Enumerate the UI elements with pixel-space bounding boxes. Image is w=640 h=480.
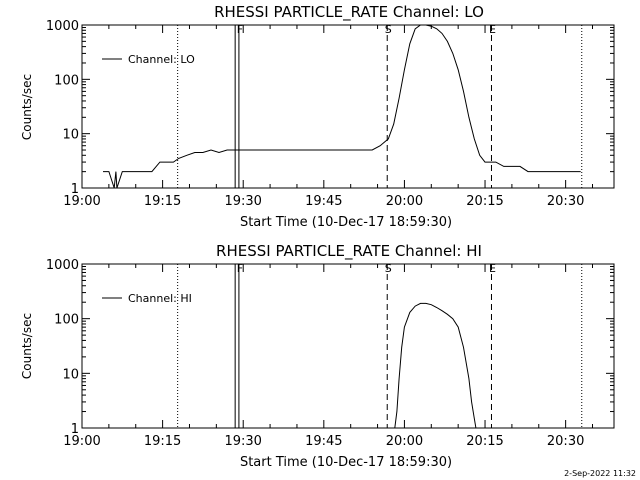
y-tick-label: 100	[54, 313, 79, 328]
y-ticks-hi: 1 10 100 1000	[46, 258, 614, 437]
x-tick-label: 20:15	[466, 434, 503, 449]
y-tick-label: 1000	[46, 258, 79, 273]
x-tick-label: 19:00	[63, 194, 100, 209]
x-tick-label: 20:30	[547, 194, 584, 209]
legend-label-hi: Channel: HI	[128, 292, 192, 305]
x-tick-label: 19:45	[305, 194, 342, 209]
y-tick-label: 1000	[46, 19, 79, 34]
series-lo	[103, 25, 581, 188]
plot-frame-lo	[81, 24, 615, 189]
y-axis-label-hi: Counts/sec	[20, 313, 34, 379]
x-ticks-hi: 19:00 19:15 19:30 19:45 20:00 20:15 20:30	[63, 264, 594, 449]
marker-label: E	[489, 262, 496, 275]
legend-hi: Channel: HI	[102, 292, 192, 305]
x-axis-label-hi: Start Time (10-Dec-17 18:59:30)	[240, 455, 452, 470]
chart-panel-lo: RHESSI PARTICLE_RATE Channel: LO 1101001…	[20, 3, 615, 230]
legend-lo: Channel: LO	[102, 53, 195, 66]
x-axis-label-lo: Start Time (10-Dec-17 18:59:30)	[240, 215, 452, 230]
marker-label: F	[237, 262, 243, 275]
series-line	[103, 25, 581, 188]
y-tick-label: 10	[62, 128, 79, 143]
footer-timestamp: 2-Sep-2022 11:32	[564, 469, 636, 478]
marker-label: F	[237, 23, 243, 36]
y-tick-label: 100	[54, 73, 79, 88]
x-tick-label: 20:30	[547, 434, 584, 449]
x-tick-label: 19:45	[305, 434, 342, 449]
marker-label: S	[385, 23, 392, 36]
x-tick-label: 20:00	[386, 194, 423, 209]
y-ticks-lo: 1 10 100 1000	[46, 19, 614, 197]
x-tick-label: 19:15	[144, 194, 181, 209]
x-tick-label: 20:15	[466, 194, 503, 209]
x-tick-label: 19:30	[224, 194, 261, 209]
x-tick-label: 19:00	[63, 434, 100, 449]
y-tick-label: 1	[71, 422, 79, 437]
y-axis-label-lo: Counts/sec	[20, 74, 34, 140]
legend-label-lo: Channel: LO	[128, 53, 195, 66]
series-line	[394, 302, 477, 428]
plot-frame-hi	[81, 263, 615, 429]
chart-panel-hi: RHESSI PARTICLE_RATE Channel: HI 1101001…	[20, 242, 615, 470]
chart-title-hi: RHESSI PARTICLE_RATE Channel: HI	[216, 242, 482, 261]
marker-label: S	[385, 262, 392, 275]
y-tick-label: 1	[71, 182, 79, 197]
x-ticks-lo: 19:00 19:15 19:30 19:45 20:00 20:15 20:30	[63, 25, 594, 209]
chart-title-lo: RHESSI PARTICLE_RATE Channel: LO	[214, 3, 484, 22]
y-tick-label: 10	[62, 367, 79, 382]
x-tick-label: 19:30	[224, 434, 261, 449]
marker-label: E	[489, 23, 496, 36]
x-tick-label: 20:00	[386, 434, 423, 449]
x-tick-label: 19:15	[144, 434, 181, 449]
series-hi	[394, 302, 477, 428]
